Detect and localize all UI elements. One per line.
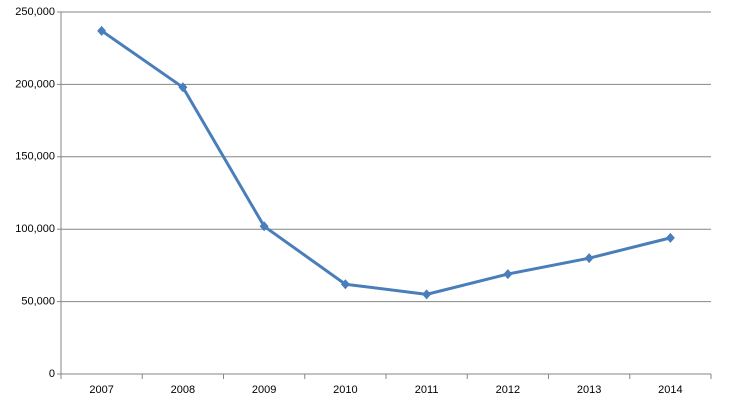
marker xyxy=(665,232,675,243)
x-tick-label: 2014 xyxy=(658,384,682,396)
x-tick-label: 2012 xyxy=(496,384,520,396)
x-tick-label: 2011 xyxy=(415,384,439,396)
marker xyxy=(259,221,269,232)
marker xyxy=(503,269,513,280)
x-tick-label: 2008 xyxy=(171,384,195,396)
y-tick-label: 100,000 xyxy=(15,223,55,235)
marker xyxy=(422,289,432,300)
x-tick-label: 2010 xyxy=(333,384,357,396)
marker xyxy=(178,82,188,93)
x-tick-label: 2009 xyxy=(252,384,276,396)
marker xyxy=(584,253,594,264)
marker xyxy=(340,279,350,290)
x-tick-label: 2013 xyxy=(577,384,601,396)
y-tick-label: 250,000 xyxy=(15,6,55,18)
y-tick-label: 50,000 xyxy=(21,296,55,308)
y-tick-label: 200,000 xyxy=(15,78,55,90)
marker xyxy=(97,25,107,36)
y-tick-label: 0 xyxy=(49,368,55,380)
series-line xyxy=(100,29,671,296)
y-tick-label: 150,000 xyxy=(15,151,55,163)
x-tick-label: 2007 xyxy=(89,384,113,396)
